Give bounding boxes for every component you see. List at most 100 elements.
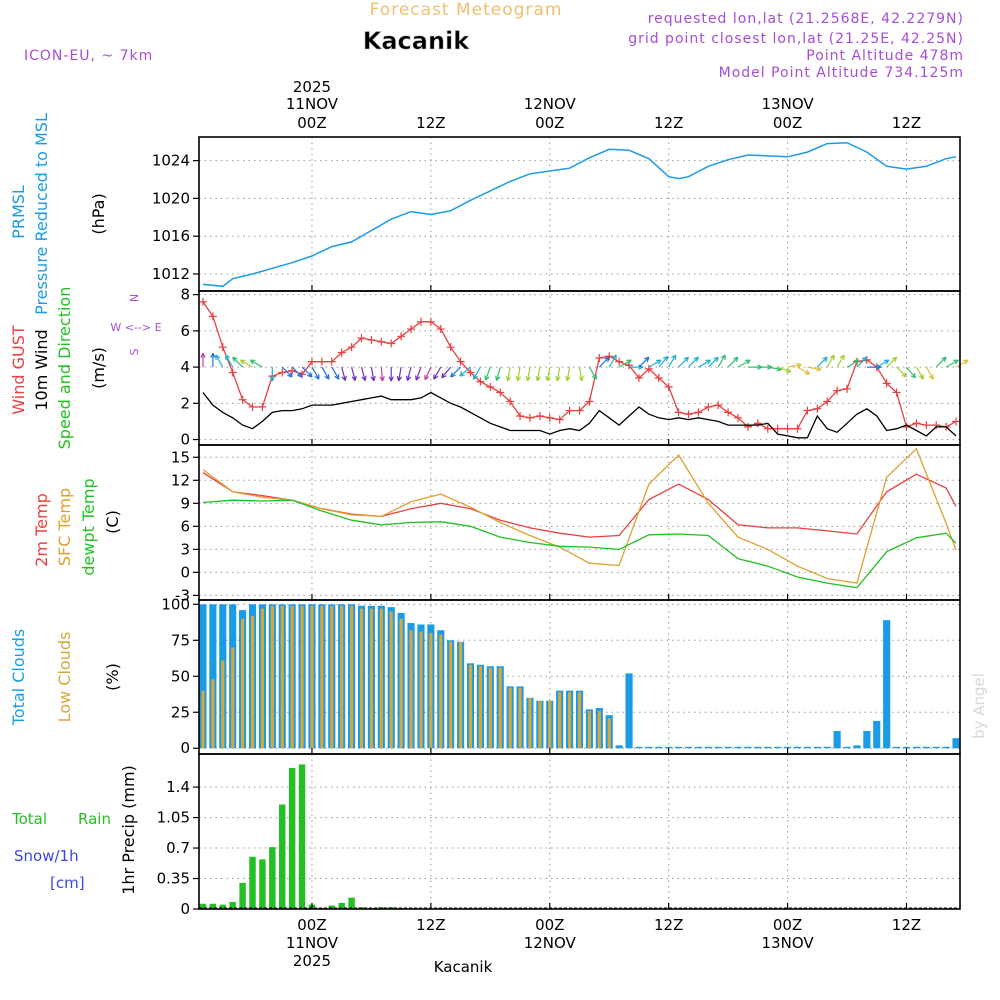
total-cloud-bar: [209, 604, 217, 749]
requested-coords: requested lon,lat (21.2568E, 42.2279N): [648, 11, 964, 27]
snow-unit: [cm]: [50, 874, 85, 892]
low-cloud-bar: [389, 611, 393, 749]
bottom-time-hour: 00Z: [773, 916, 802, 934]
low-cloud-bar: [221, 660, 225, 749]
gust-marker: [714, 401, 723, 410]
wind-direction-arrow: [433, 366, 442, 380]
pressure-ytick-label: 1024: [152, 152, 190, 170]
gust-marker: [258, 402, 267, 411]
low-cloud-bar: [250, 615, 255, 749]
footer-location: Kacanik: [434, 958, 493, 976]
wind-direction-arrow: [856, 356, 868, 368]
total-cloud-bar: [813, 746, 821, 749]
total-cloud-bar: [774, 746, 782, 749]
wind-direction-arrow: [225, 354, 234, 368]
low-cloud-bar: [419, 631, 423, 749]
temperature-ytick-label: 3: [180, 540, 190, 558]
total-cloud-bar: [833, 730, 841, 749]
rain-bar: [279, 804, 286, 909]
wind-direction-arrow: [505, 366, 512, 382]
wind-direction-arrow: [321, 366, 330, 380]
compass-n: N: [128, 294, 141, 302]
rain-bar: [259, 859, 266, 909]
total-cloud-bar: [645, 746, 653, 749]
wind-direction-arrow: [249, 359, 263, 368]
total-cloud-bar: [893, 746, 901, 749]
wind-direction-arrow: [935, 356, 947, 368]
rain-bar: [199, 903, 207, 909]
precip-ytick-label: 1.4: [166, 778, 190, 796]
model-label: ICON-EU, ~ 7km: [24, 48, 153, 64]
wind-direction-arrow: [545, 366, 551, 382]
low-cloud-bar: [231, 647, 235, 749]
clouds-ytick-label: 100: [161, 595, 190, 613]
top-time-hour: 12Z: [654, 114, 683, 132]
top-time-hour: 00Z: [297, 114, 326, 132]
wind-direction-arrow: [915, 366, 924, 380]
gust-marker: [347, 343, 356, 352]
panel-temperature: -3 0 3 6 9 12 15: [171, 444, 961, 604]
rain-bar: [328, 905, 335, 909]
bottom-time-hour: 12Z: [416, 916, 445, 934]
gust-marker: [763, 424, 772, 433]
wind-direction-arrow: [341, 366, 347, 381]
gust-marker: [377, 337, 386, 346]
low-cloud-bar: [459, 641, 463, 749]
gust-marker: [337, 348, 346, 357]
gust-marker: [783, 424, 792, 433]
wind-direction-arrow: [777, 366, 792, 373]
rain-bar: [298, 764, 306, 909]
gust-marker: [416, 317, 425, 326]
total-cloud-bar: [863, 730, 871, 749]
bottom-time-hour: 00Z: [297, 916, 326, 934]
wind-direction-arrow: [495, 366, 501, 381]
gust-marker: [585, 397, 594, 406]
gust-marker: [208, 312, 217, 321]
gust-marker: [704, 402, 713, 411]
wind-direction-arrow: [578, 366, 584, 382]
gust-marker: [932, 421, 941, 430]
precip-labels: Total Rain Snow/1h [cm] 1hr Precip (mm): [11, 765, 138, 895]
wind-direction-arrow: [555, 366, 561, 382]
total-cloud-bar: [784, 746, 792, 749]
rain-bar: [288, 767, 296, 909]
temperature-ytick-label: 0: [180, 563, 190, 581]
wind-direction-arrow: [200, 352, 206, 368]
wind-line: [202, 391, 957, 439]
low-cloud-bar: [340, 605, 344, 749]
wind-direction-arrow: [459, 366, 471, 377]
wind-direction-arrow: [896, 366, 908, 378]
total-cloud-bar: [764, 746, 772, 749]
low-cloud-bar: [429, 633, 433, 749]
low-cloud-bar: [478, 666, 482, 749]
wind-direction-arrow: [876, 359, 890, 368]
total-cloud-bar: [803, 746, 811, 749]
panel-pressure: 1012 1016 1020 1024: [152, 136, 961, 292]
gust-marker: [486, 383, 495, 392]
dewpt-label: dewpt Temp: [79, 478, 98, 575]
total-cloud-bar: [952, 738, 960, 749]
rain-bar: [338, 902, 345, 909]
low-cloud-bar: [558, 692, 562, 749]
wind-direction-arrow: [472, 366, 481, 380]
gust-marker: [922, 421, 931, 430]
temperature-ytick-label: 12: [171, 471, 190, 489]
gust-marker: [823, 397, 832, 406]
wind-direction-arrow: [450, 366, 462, 378]
total-cloud-bar: [922, 746, 930, 749]
panel-clouds: 0 25 50 75 100: [161, 595, 961, 757]
temperature-frame: [198, 444, 961, 601]
gust-marker: [753, 419, 762, 428]
total-cloud-bar: [942, 746, 950, 749]
bottom-time-date: 12NOV: [524, 934, 577, 952]
total-cloud-bar: [873, 720, 881, 749]
low-cloud-bar: [399, 618, 403, 749]
wind-direction-arrow: [906, 366, 917, 379]
wind-direction-arrow: [565, 366, 571, 382]
gust-marker: [605, 352, 614, 361]
wind-direction-arrow: [301, 366, 313, 378]
pressure-ytick-label: 1020: [152, 189, 190, 207]
wind-direction-arrow: [424, 366, 432, 381]
gust-marker: [307, 357, 316, 366]
gust-marker: [793, 424, 802, 433]
